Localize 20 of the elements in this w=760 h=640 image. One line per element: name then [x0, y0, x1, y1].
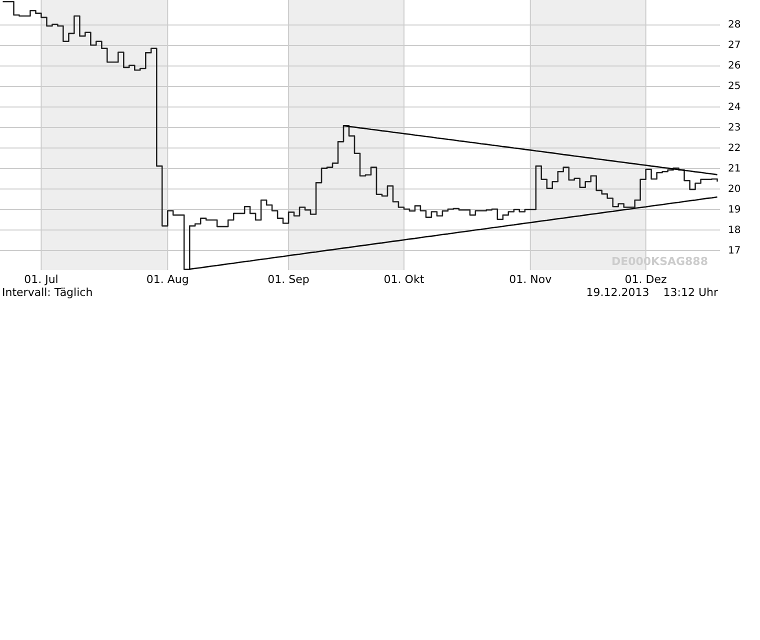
text: 19.12.2013 13:12 Uhr — [586, 286, 718, 299]
y-tick-label: 22 — [728, 142, 741, 154]
y-tick-label: 25 — [728, 81, 741, 92]
y-tick-label: 27 — [728, 40, 741, 52]
x-tick-label: 01. Sep — [268, 273, 310, 286]
y-tick-label: 26 — [728, 60, 741, 72]
x-tick-label: 01. Nov — [509, 273, 552, 286]
x-tick-label: 01. Aug — [146, 273, 189, 286]
y-tick-label: 17 — [728, 245, 741, 256]
text: Intervall: Täglich — [2, 286, 93, 299]
x-tick-label: 01. Dez — [624, 273, 668, 286]
y-tick-label: 28 — [728, 20, 741, 31]
y-tick-label: 20 — [728, 184, 741, 195]
x-tick-label: 01. Okt — [384, 273, 425, 286]
y-tick-label: 18 — [728, 224, 741, 236]
y-tick-label: 24 — [728, 102, 741, 113]
y-tick-label: 21 — [728, 163, 741, 174]
x-tick-label: 01. Jul — [24, 273, 58, 286]
y-tick-label: 23 — [728, 122, 741, 134]
y-tick-label: 19 — [728, 204, 741, 216]
